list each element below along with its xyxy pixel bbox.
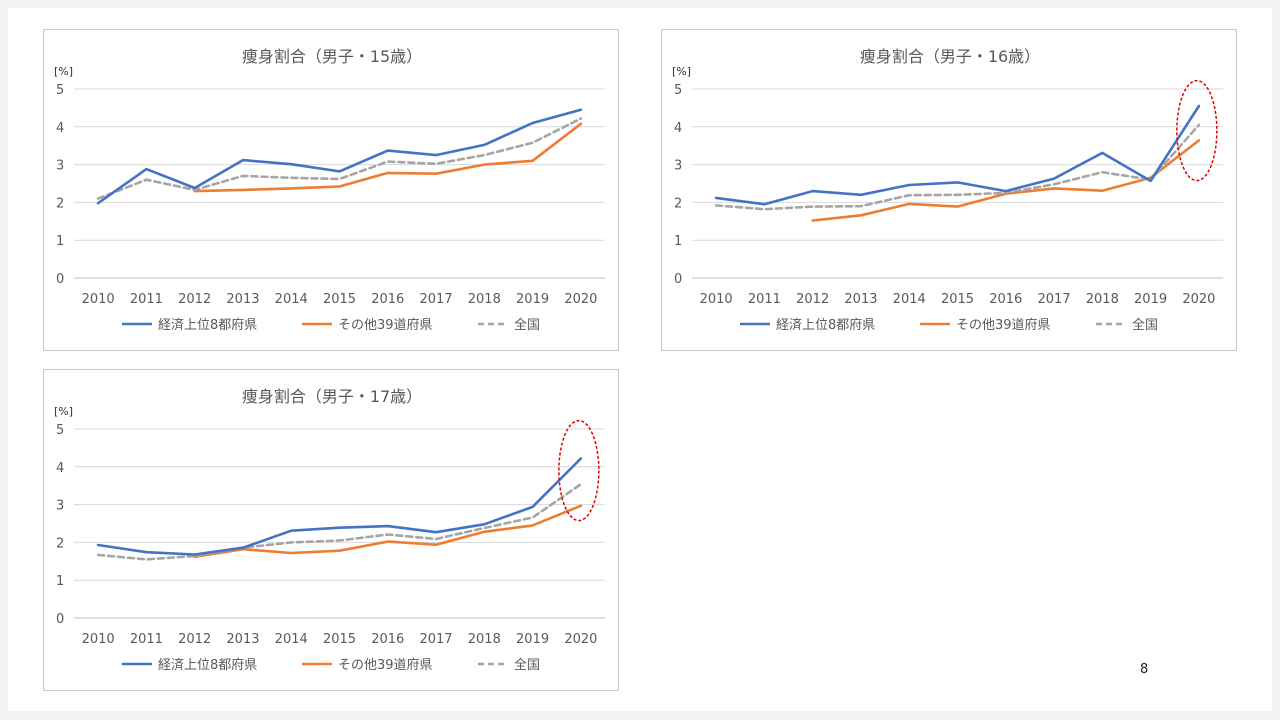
- x-tick-label: 2014: [275, 292, 308, 307]
- y-axis-label: [%]: [54, 65, 73, 78]
- legend-label-2: その他39道府県: [338, 658, 433, 673]
- x-tick-label: 2018: [468, 292, 501, 307]
- y-tick-label: 2: [56, 196, 64, 211]
- y-tick-label: 2: [56, 536, 64, 551]
- y-tick-label: 1: [56, 234, 64, 249]
- y-tick-label: 4: [674, 121, 682, 136]
- x-tick-label: 2014: [893, 292, 926, 307]
- y-tick-label: 3: [56, 499, 64, 514]
- x-tick-label: 2013: [226, 292, 259, 307]
- x-tick-label: 2016: [371, 292, 404, 307]
- legend-label-3: 全国: [514, 317, 540, 333]
- x-tick-label: 2012: [178, 292, 211, 307]
- x-tick-label: 2019: [1134, 292, 1167, 307]
- y-axis-label: [%]: [54, 405, 73, 418]
- x-tick-label: 2018: [1086, 292, 1119, 307]
- chart-title: 痩身割合（男子・15歳）: [242, 47, 422, 66]
- chart-title: 痩身割合（男子・16歳）: [860, 47, 1040, 66]
- chart-panel-3: 痩身割合（男子・17歳） [%] 0 1 2 3 4 5 2010 2011 2012 2013 201…: [43, 369, 619, 691]
- series-line-1: [714, 104, 1201, 206]
- chart-svg-3: 痩身割合（男子・17歳） [%] 0 1 2 3 4 5 2010 2011 2012 2013 201…: [54, 387, 605, 673]
- x-tick-label: 2017: [419, 292, 452, 307]
- x-tick-label: 2013: [844, 292, 877, 307]
- x-tick-label: 2020: [1182, 292, 1215, 307]
- x-tick-label: 2010: [700, 292, 733, 307]
- legend-label-1: 経済上位8都府県: [158, 657, 257, 673]
- series-line-2: [193, 122, 583, 193]
- highlight-ellipse: [558, 419, 600, 522]
- legend-label-2: その他39道府県: [338, 318, 433, 333]
- legend-label-1: 経済上位8都府県: [158, 317, 257, 333]
- y-tick-label: 0: [56, 272, 64, 287]
- x-tick-label: 2014: [275, 632, 308, 647]
- y-tick-label: 4: [56, 121, 64, 136]
- x-tick-label: 2017: [419, 632, 452, 647]
- series-line-2: [811, 139, 1201, 222]
- y-axis-label: [%]: [672, 65, 691, 78]
- x-tick-label: 2011: [748, 292, 781, 307]
- x-tick-label: 2019: [516, 632, 549, 647]
- chart-svg-2: 痩身割合（男子・16歳） [%] 0 1 2 3 4 5 2010 2011 2012 2013 201…: [672, 47, 1223, 333]
- x-tick-label: 2011: [130, 632, 163, 647]
- x-tick-label: 2013: [226, 632, 259, 647]
- y-tick-label: 1: [56, 574, 64, 589]
- y-tick-label: 2: [674, 196, 682, 211]
- x-tick-label: 2015: [323, 292, 356, 307]
- x-tick-label: 2017: [1037, 292, 1070, 307]
- y-tick-label: 3: [56, 159, 64, 174]
- x-tick-label: 2016: [371, 632, 404, 647]
- x-tick-label: 2011: [130, 292, 163, 307]
- y-tick-label: 5: [674, 83, 682, 98]
- page-number: 8: [1140, 662, 1149, 677]
- x-tick-label: 2010: [82, 292, 115, 307]
- legend-label-3: 全国: [1132, 317, 1158, 333]
- x-tick-label: 2015: [323, 632, 356, 647]
- series-line-3: [96, 117, 583, 200]
- series-line-3: [714, 123, 1201, 211]
- y-tick-label: 0: [56, 612, 64, 627]
- chart-svg-1: 痩身割合（男子・15歳） [%] 0 1 2 3 4 5 2010 2011 2012 2013 201…: [54, 47, 605, 333]
- x-tick-label: 2012: [796, 292, 829, 307]
- y-tick-label: 4: [56, 461, 64, 476]
- chart-panel-1: 痩身割合（男子・15歳） [%] 0 1 2 3 4 5 2010 2011 2012 2013 201…: [43, 29, 619, 351]
- y-tick-label: 0: [674, 272, 682, 287]
- y-tick-label: 5: [56, 83, 64, 98]
- legend-label-2: その他39道府県: [956, 318, 1051, 333]
- series-line-1: [96, 108, 583, 205]
- x-tick-label: 2020: [564, 292, 597, 307]
- series-line-3: [96, 482, 583, 561]
- y-tick-label: 1: [674, 234, 682, 249]
- legend-label-1: 経済上位8都府県: [776, 317, 875, 333]
- x-tick-label: 2016: [989, 292, 1022, 307]
- chart-title: 痩身割合（男子・17歳）: [242, 387, 422, 406]
- x-tick-label: 2012: [178, 632, 211, 647]
- slide: 痩身割合（男子・15歳） [%] 0 1 2 3 4 5 2010 2011 2012 2013 201…: [8, 8, 1272, 711]
- y-tick-label: 5: [56, 423, 64, 438]
- chart-panel-2: 痩身割合（男子・16歳） [%] 0 1 2 3 4 5 2010 2011 2012 2013 201…: [661, 29, 1237, 351]
- series-line-2: [193, 504, 583, 559]
- x-tick-label: 2018: [468, 632, 501, 647]
- x-tick-label: 2020: [564, 632, 597, 647]
- x-tick-label: 2010: [82, 632, 115, 647]
- legend-label-3: 全国: [514, 657, 540, 673]
- series-line-1: [96, 457, 583, 556]
- x-tick-label: 2015: [941, 292, 974, 307]
- highlight-ellipse: [1176, 79, 1218, 182]
- x-tick-label: 2019: [516, 292, 549, 307]
- y-tick-label: 3: [674, 159, 682, 174]
